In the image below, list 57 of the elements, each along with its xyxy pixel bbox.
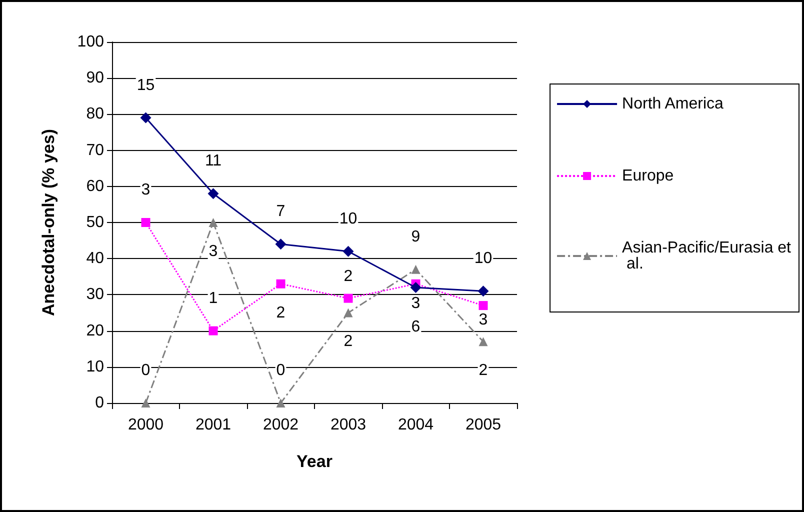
annotation: 2 bbox=[478, 362, 488, 380]
point bbox=[208, 218, 218, 227]
annotation: 2 bbox=[344, 333, 353, 350]
point bbox=[410, 282, 422, 293]
x-tick-label: 2001 bbox=[195, 416, 232, 434]
x-axis-title: Year bbox=[296, 452, 333, 471]
annotation: 15 bbox=[136, 76, 155, 94]
x-tick-label: 2002 bbox=[262, 416, 299, 434]
annotation: 9 bbox=[411, 228, 420, 246]
point bbox=[344, 294, 353, 303]
y-tick-label: 10 bbox=[86, 358, 104, 376]
point bbox=[478, 286, 489, 297]
point bbox=[141, 218, 150, 227]
annotation: 6 bbox=[411, 318, 420, 336]
annotation: 10 bbox=[339, 210, 358, 228]
point bbox=[140, 112, 152, 124]
y-tick-label: 80 bbox=[86, 106, 104, 123]
y-tick-label: 90 bbox=[86, 70, 104, 87]
annotation: 1 bbox=[208, 290, 218, 307]
point bbox=[276, 398, 286, 408]
annotation: 0 bbox=[276, 362, 286, 380]
point bbox=[208, 326, 218, 336]
y-tick-label: 50 bbox=[86, 214, 104, 231]
annotation: 0 bbox=[141, 362, 150, 380]
x-tick-label: 2005 bbox=[465, 416, 502, 434]
y-tick-label: 40 bbox=[86, 250, 104, 268]
point bbox=[478, 337, 488, 346]
point bbox=[478, 301, 488, 310]
legend-label: Europe bbox=[622, 168, 674, 184]
x-tick-label: 2003 bbox=[330, 416, 366, 434]
point bbox=[411, 264, 420, 274]
y-axis-title: Anecdotal-only (% yes) bbox=[39, 128, 58, 316]
annotation: 7 bbox=[276, 203, 286, 220]
annotation: 3 bbox=[141, 182, 150, 199]
point bbox=[141, 398, 150, 408]
point bbox=[344, 308, 353, 318]
y-tick-label: 20 bbox=[86, 322, 104, 340]
legend-label: North America bbox=[622, 96, 724, 112]
point bbox=[275, 238, 286, 250]
annotation: 3 bbox=[478, 311, 488, 328]
y-tick-label: 100 bbox=[77, 34, 104, 50]
y-tick-label: 70 bbox=[86, 142, 104, 159]
annotation: 3 bbox=[208, 242, 218, 260]
annotation: 2 bbox=[276, 304, 286, 322]
legend-label: Asian-Pacific/Eurasia et al. bbox=[622, 240, 792, 272]
y-tick-label: 0 bbox=[95, 394, 104, 412]
point bbox=[276, 279, 286, 288]
point bbox=[208, 188, 219, 200]
annotation: 11 bbox=[204, 152, 222, 170]
x-tick-label: 2000 bbox=[128, 416, 164, 434]
x-tick-label: 2004 bbox=[398, 416, 434, 434]
y-tick-label: 30 bbox=[86, 286, 104, 304]
y-tick-label: 60 bbox=[86, 178, 104, 195]
annotation: 10 bbox=[474, 250, 492, 268]
point bbox=[342, 246, 354, 257]
annotation: 3 bbox=[411, 295, 420, 312]
annotation: 2 bbox=[344, 268, 353, 286]
